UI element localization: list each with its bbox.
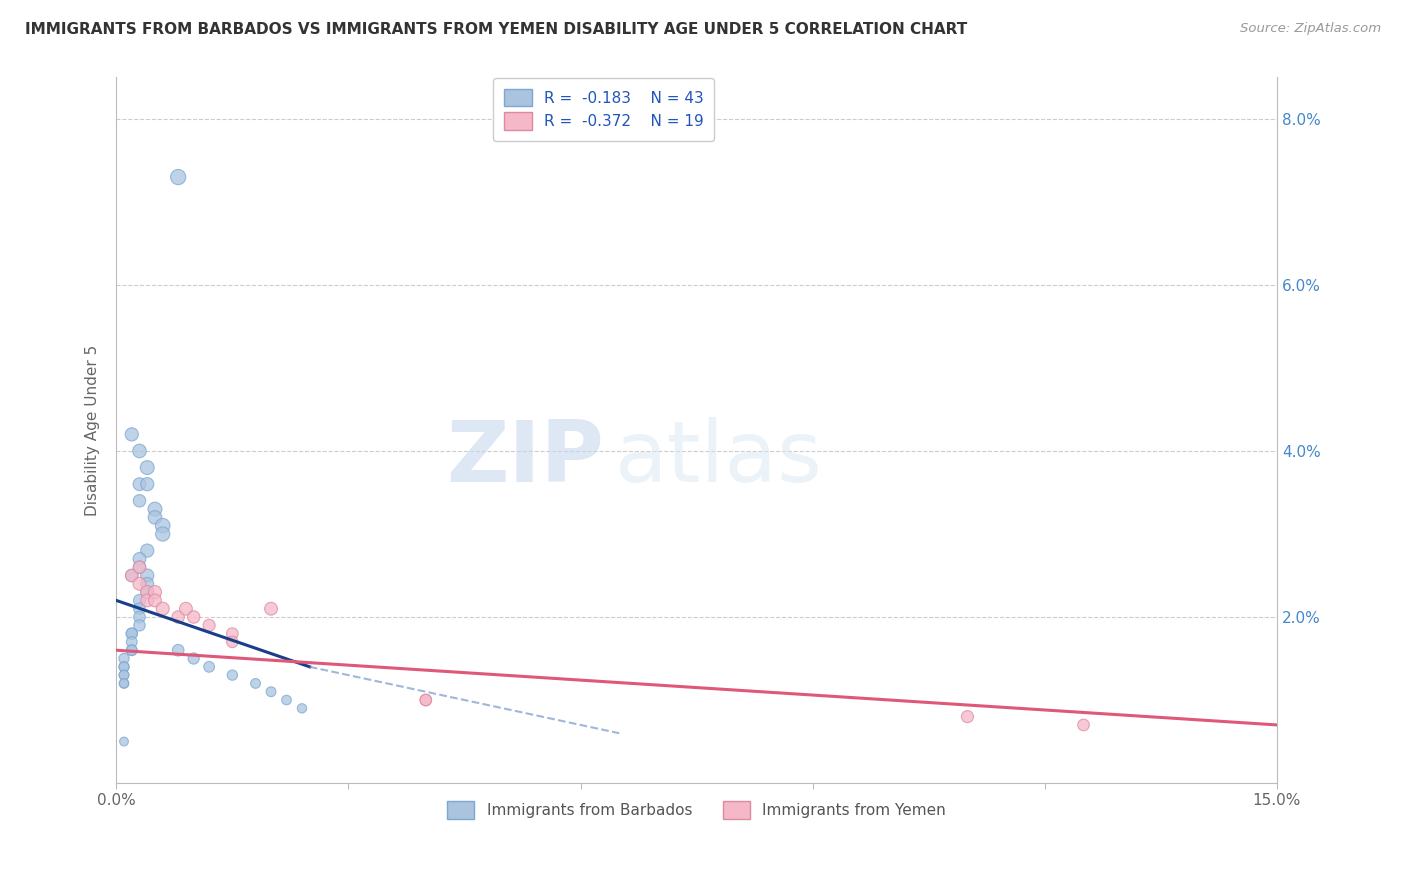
Point (260, 601, 283, 615)
Point (121, 643, 143, 657)
Point (198, 618, 221, 632)
Point (121, 568, 143, 582)
Point (112, 734, 135, 748)
Point (221, 668, 243, 682)
Point (121, 626, 143, 640)
Point (128, 493, 150, 508)
Point (128, 576, 150, 591)
Point (167, 643, 190, 657)
Point (128, 593, 150, 607)
Point (956, 709, 979, 723)
Point (152, 518, 174, 533)
Point (121, 427, 143, 442)
Point (121, 568, 143, 582)
Point (136, 543, 159, 558)
Point (112, 668, 135, 682)
Point (112, 676, 135, 690)
Point (152, 527, 174, 541)
Point (183, 610, 205, 624)
Text: IMMIGRANTS FROM BARBADOS VS IMMIGRANTS FROM YEMEN DISABILITY AGE UNDER 5 CORRELA: IMMIGRANTS FROM BARBADOS VS IMMIGRANTS F… (25, 22, 967, 37)
Point (136, 460, 159, 475)
Point (121, 626, 143, 640)
Y-axis label: Disability Age Under 5: Disability Age Under 5 (86, 344, 100, 516)
Text: atlas: atlas (616, 417, 824, 500)
Point (183, 651, 205, 665)
Point (1073, 718, 1095, 732)
Point (291, 701, 314, 715)
Point (167, 610, 190, 624)
Point (276, 693, 298, 707)
Point (121, 643, 143, 657)
Point (221, 626, 243, 640)
Point (128, 601, 150, 615)
Point (143, 502, 166, 516)
Point (143, 585, 166, 599)
Point (174, 601, 197, 615)
Point (112, 660, 135, 674)
Point (136, 568, 159, 582)
Point (152, 601, 174, 615)
Point (415, 693, 437, 707)
Point (221, 635, 243, 649)
Text: ZIP: ZIP (446, 417, 603, 500)
Legend: Immigrants from Barbados, Immigrants from Yemen: Immigrants from Barbados, Immigrants fro… (441, 795, 952, 825)
Point (415, 693, 437, 707)
Point (136, 477, 159, 491)
Point (260, 684, 283, 698)
Point (136, 576, 159, 591)
Text: Source: ZipAtlas.com: Source: ZipAtlas.com (1240, 22, 1381, 36)
Point (198, 660, 221, 674)
Point (143, 593, 166, 607)
Point (128, 610, 150, 624)
Point (136, 585, 159, 599)
Point (128, 560, 150, 574)
Point (112, 651, 135, 665)
Point (128, 444, 150, 458)
Point (167, 169, 190, 184)
Point (136, 593, 159, 607)
Point (112, 676, 135, 690)
Point (245, 676, 267, 690)
Point (121, 635, 143, 649)
Point (112, 668, 135, 682)
Point (128, 552, 150, 566)
Point (128, 560, 150, 574)
Point (143, 510, 166, 524)
Point (128, 477, 150, 491)
Point (128, 618, 150, 632)
Point (136, 585, 159, 599)
Point (112, 660, 135, 674)
